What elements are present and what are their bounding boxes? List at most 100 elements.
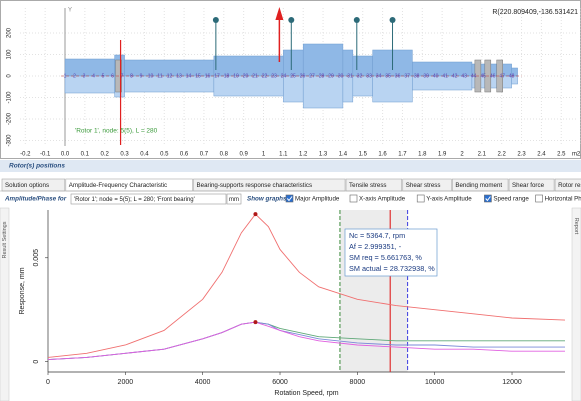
selection-box[interactable] [70, 193, 227, 205]
x-tick-label: 10000 [425, 379, 445, 386]
checkbox[interactable] [285, 194, 294, 203]
node-label: 32 [357, 73, 363, 79]
node-label: 19 [233, 73, 239, 79]
x-tick-label: 1.4 [339, 152, 348, 158]
node-label: 6 [111, 73, 114, 79]
shaft-upper [283, 49, 304, 77]
option-label[interactable]: Speed range [493, 196, 529, 203]
tab-label[interactable]: Shear force [512, 182, 545, 189]
node-label: 22 [262, 73, 268, 79]
node-label: 33 [366, 73, 372, 79]
x-tick-label: 1.3 [319, 152, 328, 158]
x-tick-label: 1.7 [398, 152, 407, 158]
x-tick-label: 6000 [272, 379, 288, 386]
shaft-lower [511, 75, 518, 85]
node-label: 9 [140, 73, 143, 79]
checkbox[interactable] [484, 194, 492, 203]
side-tab-left-label: Result Settings [2, 221, 8, 258]
x-tick-label: 4000 [195, 379, 211, 386]
tab[interactable] [554, 178, 581, 192]
annotation-line: SM req = 5.661763, % [349, 253, 422, 262]
tab-label[interactable]: Bearing-supports response characteristic… [197, 182, 313, 189]
node-label: 20 [243, 73, 249, 79]
checkbox[interactable] [349, 194, 358, 203]
shaft-lower [372, 75, 413, 103]
node-label: 38 [414, 73, 420, 79]
tab-label[interactable]: Shear stress [406, 182, 441, 189]
y-tick-label: 100 [7, 49, 13, 60]
x-tick-label: 2.2 [498, 152, 507, 158]
node-label: 15 [195, 73, 201, 79]
disk-head [212, 17, 219, 23]
node-label: 11 [157, 73, 162, 79]
option-label[interactable]: Major Amplitude [295, 196, 340, 203]
side-tab-right[interactable] [571, 207, 581, 401]
node-label: 35 [385, 73, 391, 79]
x-tick-label: 0.5 [160, 152, 169, 158]
shaft-lower [283, 75, 304, 103]
x-tick-label: 1.9 [438, 152, 447, 158]
peak-marker [253, 212, 258, 217]
node-label: 8 [130, 73, 133, 79]
node-label: 16 [205, 73, 211, 79]
x-tick-label: 2 [460, 152, 464, 158]
disk-head [288, 17, 295, 23]
y-tick-label: 200 [7, 27, 13, 38]
checkbox[interactable] [416, 194, 425, 203]
annotation-line: SM actual = 28.732938, % [349, 264, 435, 273]
option-label[interactable]: Horizontal Phase [545, 196, 581, 203]
x-tick-label: 1.8 [418, 152, 427, 158]
option-label[interactable]: X-axis Amplitude [359, 196, 406, 203]
panel-title: Rotor(s) positions [9, 163, 65, 170]
node-label: 3 [83, 73, 86, 79]
unit: mm [229, 197, 239, 203]
peak-marker [253, 320, 258, 325]
x-tick-label: 1.1 [279, 152, 288, 158]
x-tick-label: 0.4 [140, 152, 149, 158]
node-label: 7 [121, 73, 124, 79]
annotation-line: Af = 2.999351, - [349, 242, 402, 251]
x-tick-label: 2.4 [537, 152, 546, 158]
x-tick-label: -0.2 [20, 152, 31, 158]
option-label[interactable]: Y-axis Amplitude [426, 196, 472, 203]
node-label: 29 [328, 73, 334, 79]
checkbox[interactable] [535, 194, 543, 203]
y-tick-label: 0.005 [33, 249, 40, 267]
axis-unit: m [572, 152, 577, 158]
node-label: 10 [148, 73, 154, 79]
x-tick-label: 0.8 [220, 152, 229, 158]
y-tick-label: 0 [7, 74, 13, 78]
shaft-upper [342, 49, 354, 77]
unit-box[interactable] [226, 193, 242, 205]
tab-label[interactable]: Tensile stress [349, 182, 386, 189]
y-axis-label: Response, mm [19, 267, 26, 314]
tab-label[interactable]: Rotor response-3D [558, 182, 581, 189]
check-mark [485, 196, 491, 202]
x-tick-label: 0.1 [81, 152, 90, 158]
x-tick-label: 2.5 [557, 152, 566, 158]
node-label: 13 [176, 73, 182, 79]
toolbar-label: Amplitude/Phase for [4, 196, 67, 203]
shaft-upper [302, 43, 344, 77]
node-label: 46 [490, 73, 496, 79]
node-label: 4 [92, 73, 95, 79]
node-label: 24 [281, 73, 287, 79]
node-label: 47 [499, 73, 505, 79]
node-label: 26 [300, 73, 306, 79]
selection[interactable]: 'Rotor 1'; node = 5(5); L = 280; 'Front … [74, 197, 195, 203]
response-curve [47, 213, 566, 358]
x-tick-label: 0.9 [239, 152, 248, 158]
readout: R(220.809409,-136.531421 [492, 9, 578, 16]
show-label: Show graphs: [247, 196, 289, 203]
side-tab-left[interactable] [0, 207, 10, 401]
x-tick-label: 1 [262, 152, 266, 158]
tab-label[interactable]: Bending moment [455, 182, 502, 189]
node-label: 37 [404, 73, 410, 79]
x-tick-label: 2.1 [478, 152, 487, 158]
x-tick-label: 2000 [118, 379, 134, 386]
x-tick-label: 2.3 [517, 152, 526, 158]
tab-label[interactable]: Solution options [5, 182, 49, 189]
node-label: 1 [64, 73, 67, 79]
tab-label[interactable]: Amplitude-Frequency Characteristic [69, 182, 167, 189]
